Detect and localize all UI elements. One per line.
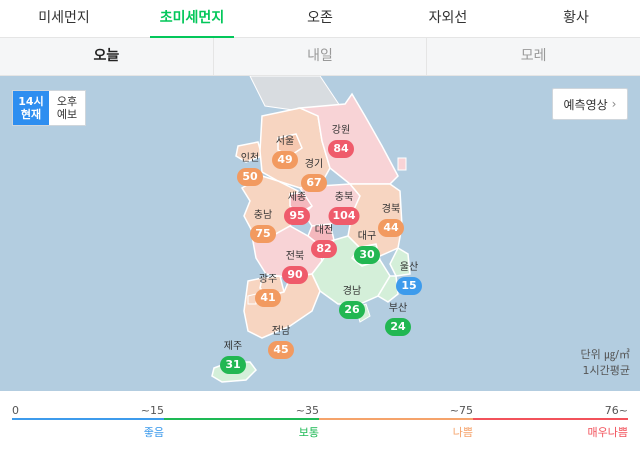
region-marker[interactable]: 서울 49 bbox=[272, 136, 298, 169]
forecast-label: 예보 bbox=[56, 108, 78, 121]
region-name: 인천 bbox=[240, 153, 260, 164]
legend-very-bad-label: 매우나쁨 bbox=[587, 426, 628, 439]
region-marker[interactable]: 대구 30 bbox=[354, 231, 380, 264]
region-value-badge: 49 bbox=[272, 151, 298, 169]
average-label: 1시간평균 bbox=[582, 364, 630, 377]
region-marker[interactable]: 경남 26 bbox=[339, 286, 365, 319]
region-marker[interactable]: 전남 45 bbox=[268, 326, 294, 359]
region-value-badge: 104 bbox=[328, 207, 360, 225]
forecast-video-button[interactable]: 예측영상 › bbox=[552, 88, 628, 120]
legend-bad-range: ~75 bbox=[449, 404, 473, 417]
region-name: 제주 bbox=[223, 341, 243, 352]
legend-very-bad-range: 76~ bbox=[604, 404, 628, 417]
region-value-badge: 45 bbox=[268, 341, 294, 359]
tab-today[interactable]: 오늘 bbox=[0, 38, 214, 75]
region-marker[interactable]: 경기 67 bbox=[301, 159, 327, 192]
region-name: 경북 bbox=[381, 204, 401, 215]
legend-good-range: ~15 bbox=[140, 404, 164, 417]
tab-ultrafine-dust[interactable]: 초미세먼지 bbox=[128, 0, 256, 38]
region-marker[interactable]: 부산 24 bbox=[385, 303, 411, 336]
legend-very-bad: 76~ 매우나쁨 bbox=[473, 402, 628, 439]
region-marker[interactable]: 울산 15 bbox=[396, 262, 422, 295]
region-value-badge: 82 bbox=[311, 240, 337, 258]
region-value-badge: 31 bbox=[220, 356, 246, 374]
region-value-badge: 24 bbox=[385, 318, 411, 336]
forecast-video-label: 예측영상 bbox=[563, 97, 608, 112]
region-name: 대전 bbox=[314, 225, 334, 236]
region-name: 충남 bbox=[253, 210, 273, 221]
tab-ozone[interactable]: 오존 bbox=[307, 10, 333, 26]
region-marker[interactable]: 경북 44 bbox=[378, 204, 404, 237]
region-name: 경기 bbox=[304, 159, 324, 170]
region-value-badge: 90 bbox=[282, 266, 308, 284]
region-name: 충북 bbox=[334, 192, 354, 203]
afternoon-forecast-button[interactable]: 오후 예보 bbox=[49, 91, 85, 125]
legend-normal-label: 보통 bbox=[298, 426, 319, 439]
region-value-badge: 44 bbox=[378, 219, 404, 237]
region-name: 서울 bbox=[275, 136, 295, 147]
region-name: 대구 bbox=[357, 231, 377, 242]
region-marker[interactable]: 광주 41 bbox=[255, 274, 281, 307]
chevron-right-icon: › bbox=[611, 97, 617, 111]
legend-good-label: 좋음 bbox=[143, 426, 164, 439]
region-name: 부산 bbox=[388, 303, 408, 314]
region-name: 전북 bbox=[285, 251, 305, 262]
tab-tomorrow[interactable]: 내일 bbox=[214, 38, 428, 75]
legend-normal-range: ~35 bbox=[295, 404, 319, 417]
region-name: 세종 bbox=[287, 192, 307, 203]
region-value-badge: 67 bbox=[301, 174, 327, 192]
region-name: 경남 bbox=[342, 286, 362, 297]
time-selector: 14시 현재 오후 예보 bbox=[12, 90, 86, 126]
region-name: 광주 bbox=[258, 274, 278, 285]
air-quality-map: 14시 현재 오후 예보 예측영상 › 인천 50 서울 49 강원 84 경기 67 세종 95… bbox=[0, 76, 640, 391]
tab-yellow-dust[interactable]: 황사 bbox=[563, 10, 589, 26]
legend-bad-label: 나쁨 bbox=[452, 426, 473, 439]
current-time-hour: 14시 bbox=[18, 95, 44, 108]
region-name: 울산 bbox=[399, 262, 419, 273]
region-marker[interactable]: 세종 95 bbox=[284, 192, 310, 225]
region-marker[interactable]: 충남 75 bbox=[250, 210, 276, 243]
current-time-button[interactable]: 14시 현재 bbox=[13, 91, 49, 125]
region-name: 강원 bbox=[331, 125, 351, 136]
legend-very-bad-line bbox=[473, 418, 628, 420]
region-value-badge: 50 bbox=[237, 168, 263, 186]
legend-start: 0 bbox=[12, 404, 19, 417]
legend-bad: ~75 나쁨 bbox=[319, 402, 473, 439]
region-value-badge: 95 bbox=[284, 207, 310, 225]
tab-uv[interactable]: 자외선 bbox=[428, 10, 468, 26]
tab-fine-dust[interactable]: 미세먼지 bbox=[38, 10, 90, 26]
legend-normal: ~35 보통 bbox=[164, 402, 319, 439]
unit-note: 단위 ㎍/㎥ 1시간평균 bbox=[581, 347, 630, 379]
region-name: 전남 bbox=[271, 326, 291, 337]
legend-good-line bbox=[12, 418, 164, 420]
region-marker[interactable]: 충북 104 bbox=[328, 192, 360, 225]
region-marker[interactable]: 대전 82 bbox=[311, 225, 337, 258]
region-marker[interactable]: 인천 50 bbox=[237, 153, 263, 186]
region-value-badge: 15 bbox=[396, 277, 422, 295]
region-value-badge: 26 bbox=[339, 301, 365, 319]
unit-label: 단위 ㎍/㎥ bbox=[580, 348, 630, 361]
region-value-badge: 41 bbox=[255, 289, 281, 307]
region-marker[interactable]: 전북 90 bbox=[282, 251, 308, 284]
region-value-badge: 84 bbox=[328, 140, 354, 158]
region-value-badge: 30 bbox=[354, 246, 380, 264]
legend-bad-line bbox=[319, 418, 473, 420]
forecast-time-label: 오후 bbox=[56, 95, 78, 108]
region-value-badge: 75 bbox=[250, 225, 276, 243]
legend-good: ~15 좋음 bbox=[12, 402, 164, 439]
legend-normal-line bbox=[164, 418, 319, 420]
day-tabs: 오늘 내일 모레 bbox=[0, 38, 640, 76]
current-time-label: 현재 bbox=[20, 108, 42, 121]
region-marker[interactable]: 강원 84 bbox=[328, 125, 354, 158]
pollutant-tabs: 미세먼지 초미세먼지 오존 자외선 황사 bbox=[0, 0, 640, 38]
legend: 0 ~15 좋음 ~35 보통 ~75 나쁨 76~ 매우나쁨 bbox=[0, 392, 640, 449]
region-marker[interactable]: 제주 31 bbox=[220, 341, 246, 374]
tab-day-after-tomorrow[interactable]: 모레 bbox=[520, 48, 547, 64]
